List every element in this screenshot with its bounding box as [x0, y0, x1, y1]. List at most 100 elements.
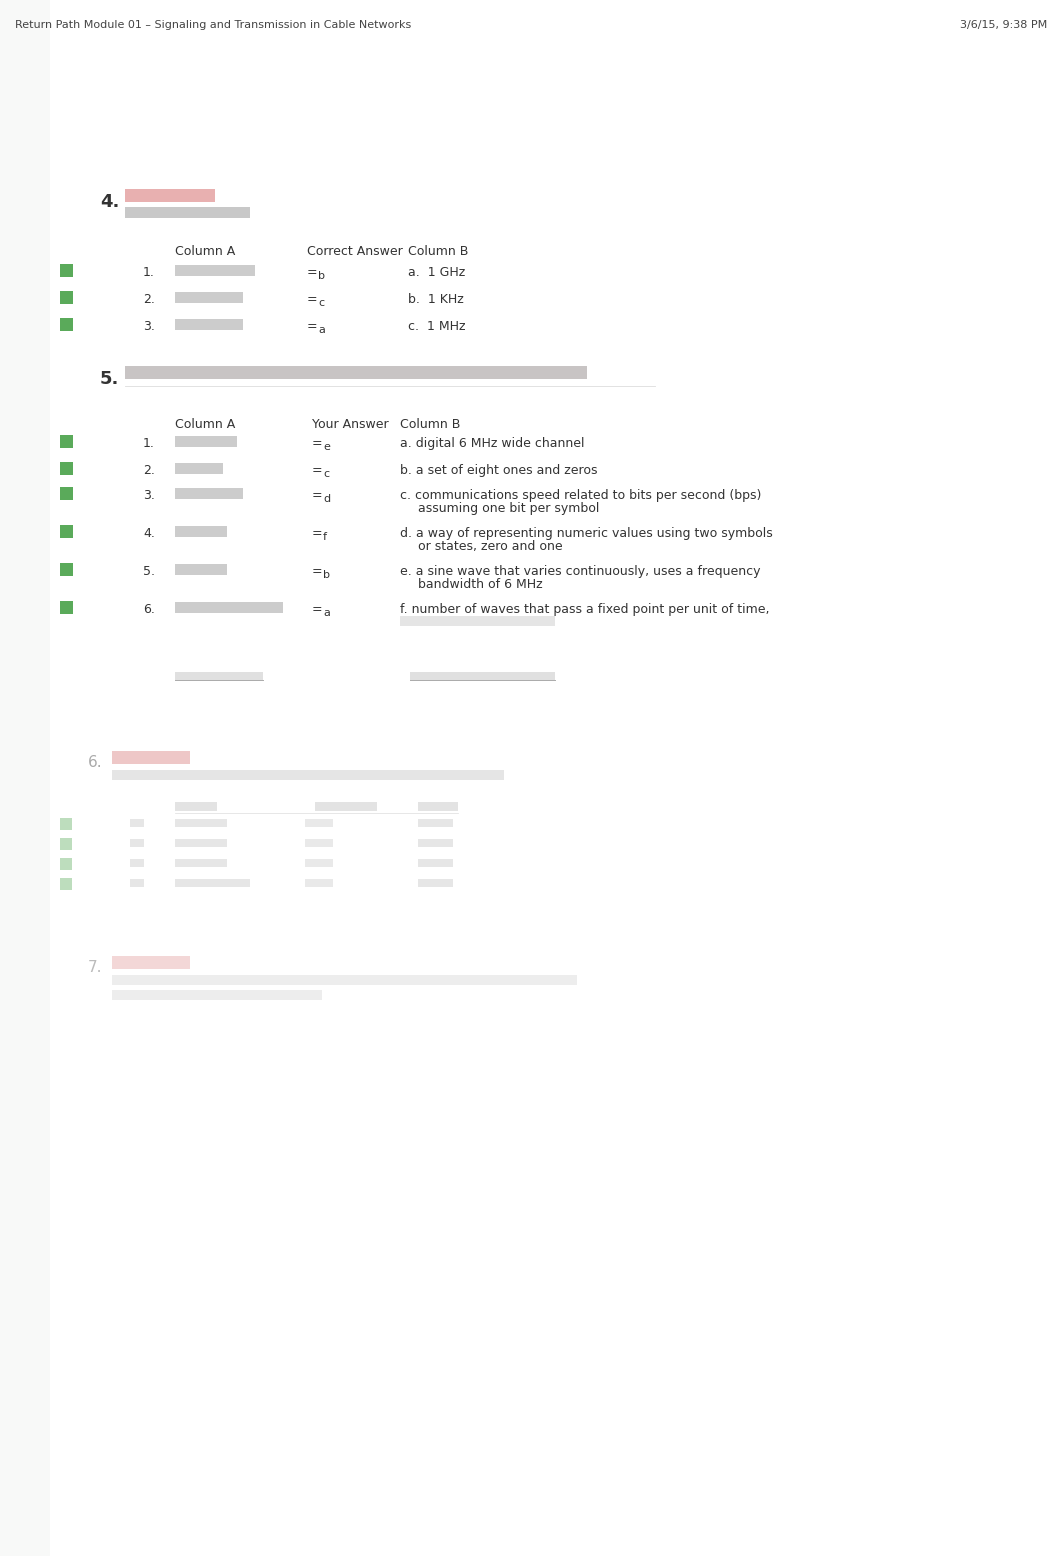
Text: or states, zero and one: or states, zero and one: [418, 540, 563, 552]
FancyBboxPatch shape: [175, 839, 227, 846]
Text: =: =: [307, 293, 318, 307]
Text: Column B: Column B: [400, 419, 460, 431]
FancyBboxPatch shape: [59, 818, 72, 829]
FancyBboxPatch shape: [175, 818, 227, 826]
Text: =: =: [312, 464, 323, 478]
Text: b: b: [323, 569, 330, 580]
FancyBboxPatch shape: [175, 602, 282, 613]
Text: 4.: 4.: [143, 527, 155, 540]
FancyBboxPatch shape: [59, 601, 73, 615]
FancyBboxPatch shape: [130, 839, 144, 846]
Text: Your Answer: Your Answer: [312, 419, 389, 431]
Text: c: c: [318, 299, 324, 308]
FancyBboxPatch shape: [59, 857, 72, 870]
Text: c. communications speed related to bits per second (bps): c. communications speed related to bits …: [400, 489, 761, 503]
FancyBboxPatch shape: [175, 464, 223, 475]
Text: d. a way of representing numeric values using two symbols: d. a way of representing numeric values …: [400, 527, 773, 540]
Text: Column A: Column A: [175, 244, 236, 258]
FancyBboxPatch shape: [175, 436, 237, 447]
FancyBboxPatch shape: [175, 879, 250, 887]
Text: a.  1 GHz: a. 1 GHz: [408, 266, 465, 279]
Text: 5.: 5.: [100, 370, 119, 387]
Text: f: f: [323, 532, 327, 541]
FancyBboxPatch shape: [175, 319, 243, 330]
Text: bandwidth of 6 MHz: bandwidth of 6 MHz: [418, 577, 543, 591]
Text: =: =: [312, 489, 323, 503]
Text: e: e: [323, 442, 330, 451]
Text: Correct Answer: Correct Answer: [307, 244, 402, 258]
FancyBboxPatch shape: [400, 616, 555, 626]
Text: 3.: 3.: [143, 321, 155, 333]
FancyBboxPatch shape: [59, 878, 72, 890]
FancyBboxPatch shape: [175, 859, 227, 867]
FancyBboxPatch shape: [305, 818, 333, 826]
FancyBboxPatch shape: [130, 859, 144, 867]
FancyBboxPatch shape: [0, 0, 50, 1556]
Text: 4.: 4.: [100, 193, 119, 212]
FancyBboxPatch shape: [418, 818, 453, 826]
FancyBboxPatch shape: [175, 672, 263, 680]
FancyBboxPatch shape: [175, 563, 227, 576]
Text: a: a: [323, 608, 330, 618]
Text: 2.: 2.: [143, 464, 155, 478]
Text: 2.: 2.: [143, 293, 155, 307]
Text: 3.: 3.: [143, 489, 155, 503]
Text: 6.: 6.: [88, 755, 103, 770]
FancyBboxPatch shape: [125, 188, 215, 202]
Text: 7.: 7.: [88, 960, 103, 976]
Text: 5.: 5.: [143, 565, 155, 577]
Text: a: a: [318, 325, 325, 335]
Text: b.  1 KHz: b. 1 KHz: [408, 293, 464, 307]
Text: =: =: [312, 527, 323, 540]
FancyBboxPatch shape: [130, 879, 144, 887]
FancyBboxPatch shape: [175, 489, 243, 499]
FancyBboxPatch shape: [418, 839, 453, 846]
Text: 6.: 6.: [143, 604, 155, 616]
Text: Column A: Column A: [175, 419, 236, 431]
FancyBboxPatch shape: [410, 672, 555, 680]
FancyBboxPatch shape: [130, 818, 144, 826]
FancyBboxPatch shape: [418, 801, 458, 811]
FancyBboxPatch shape: [112, 770, 504, 780]
FancyBboxPatch shape: [59, 317, 73, 331]
Text: b. a set of eight ones and zeros: b. a set of eight ones and zeros: [400, 464, 598, 478]
FancyBboxPatch shape: [112, 752, 190, 764]
FancyBboxPatch shape: [112, 955, 190, 969]
FancyBboxPatch shape: [59, 563, 73, 576]
FancyBboxPatch shape: [59, 291, 73, 303]
Text: =: =: [312, 604, 323, 616]
Text: =: =: [312, 437, 323, 450]
Text: Column B: Column B: [408, 244, 468, 258]
FancyBboxPatch shape: [59, 839, 72, 850]
Text: f. number of waves that pass a fixed point per unit of time,: f. number of waves that pass a fixed poi…: [400, 604, 770, 616]
Text: 1.: 1.: [143, 266, 155, 279]
FancyBboxPatch shape: [112, 976, 577, 985]
Text: 3/6/15, 9:38 PM: 3/6/15, 9:38 PM: [960, 20, 1047, 30]
FancyBboxPatch shape: [59, 487, 73, 499]
FancyBboxPatch shape: [305, 859, 333, 867]
FancyBboxPatch shape: [175, 265, 255, 275]
Text: Return Path Module 01 – Signaling and Transmission in Cable Networks: Return Path Module 01 – Signaling and Tr…: [15, 20, 411, 30]
FancyBboxPatch shape: [305, 879, 333, 887]
Text: a. digital 6 MHz wide channel: a. digital 6 MHz wide channel: [400, 437, 584, 450]
FancyBboxPatch shape: [418, 859, 453, 867]
FancyBboxPatch shape: [59, 462, 73, 475]
FancyBboxPatch shape: [112, 990, 322, 1001]
Text: =: =: [307, 321, 318, 333]
FancyBboxPatch shape: [125, 366, 587, 380]
FancyBboxPatch shape: [305, 839, 333, 846]
FancyBboxPatch shape: [125, 207, 250, 218]
Text: c: c: [323, 468, 329, 479]
FancyBboxPatch shape: [59, 265, 73, 277]
FancyBboxPatch shape: [175, 526, 227, 537]
FancyBboxPatch shape: [315, 801, 377, 811]
Text: b: b: [318, 271, 325, 282]
Text: =: =: [307, 266, 318, 279]
Text: d: d: [323, 493, 330, 504]
Text: =: =: [312, 565, 323, 577]
Text: assuming one bit per symbol: assuming one bit per symbol: [418, 503, 599, 515]
FancyBboxPatch shape: [59, 436, 73, 448]
Text: c.  1 MHz: c. 1 MHz: [408, 321, 465, 333]
FancyBboxPatch shape: [175, 293, 243, 303]
FancyBboxPatch shape: [175, 801, 217, 811]
